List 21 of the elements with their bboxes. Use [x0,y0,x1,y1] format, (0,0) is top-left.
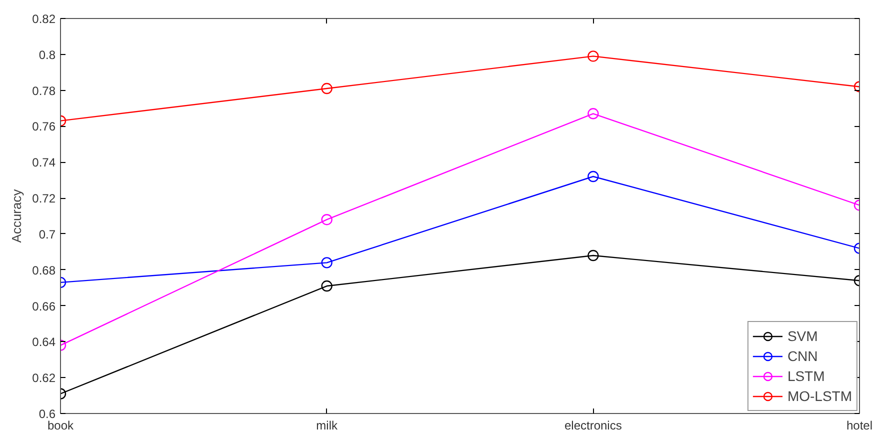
legend-label: LSTM [787,368,825,384]
legend-label: SVM [787,328,818,344]
y-tick-label: 0.7 [38,227,56,242]
y-tick-label: 0.62 [32,371,56,386]
y-tick-label: 0.8 [38,48,56,62]
y-tick-label: 0.82 [32,12,56,26]
x-tick-label: milk [316,418,338,432]
y-tick-label: 0.6 [38,407,56,421]
y-tick-label: 0.76 [32,120,56,134]
y-tick-label: 0.66 [32,299,56,314]
legend-label: CNN [787,348,818,364]
y-tick-label: 0.74 [32,156,56,170]
y-axis-title: Accuracy [9,188,24,243]
x-tick-label: hotel [846,418,873,432]
legend-label: MO-LSTM [787,388,852,404]
x-tick-label: electronics [564,418,622,432]
y-tick-label: 0.68 [32,263,56,278]
x-tick-label: book [47,418,75,432]
y-tick-label: 0.64 [32,335,56,350]
y-tick-label: 0.72 [32,192,56,206]
y-tick-label: 0.78 [32,84,56,98]
